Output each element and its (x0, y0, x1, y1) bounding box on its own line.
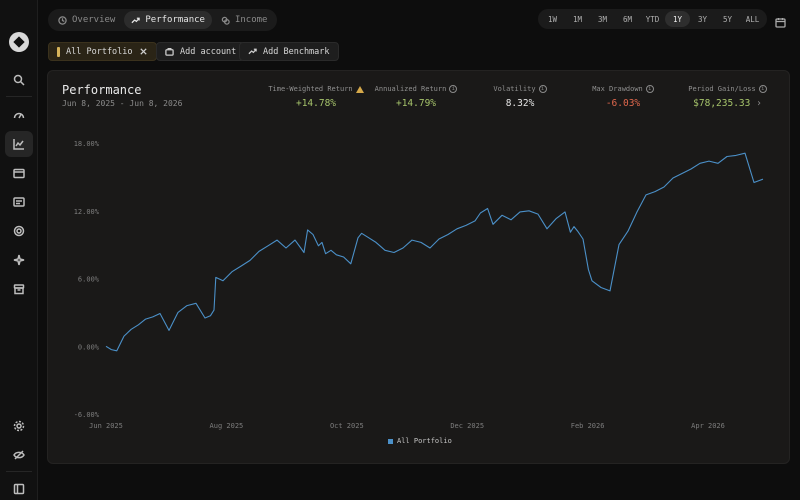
coins-icon (221, 16, 230, 25)
add-benchmark-label: Add Benchmark (263, 46, 330, 57)
metric-label: Volatility (493, 85, 536, 93)
x-tick-label: Dec 2025 (450, 422, 484, 430)
range-1y[interactable]: 1Y (665, 11, 690, 27)
chevron-right-icon[interactable]: › (756, 98, 762, 109)
performance-card: Performance Jun 8, 2025 - Jun 8, 2026 Ti… (47, 70, 790, 464)
performance-chart-icon[interactable] (5, 131, 33, 157)
trend-up-icon (131, 17, 141, 23)
metric-volatility: Volatility i 8.32% (480, 85, 560, 109)
tab-overview[interactable]: Overview (51, 11, 122, 29)
target-icon[interactable] (5, 218, 33, 244)
main-tabs: Overview Performance Income (48, 9, 278, 31)
transactions-icon[interactable] (5, 189, 33, 215)
metric-value: 8.32% (505, 98, 535, 109)
range-1m[interactable]: 1M (572, 14, 583, 24)
series-line[interactable] (105, 152, 764, 352)
tab-label: Overview (72, 15, 116, 25)
portfolio-filter-chip[interactable]: All Portfolio (48, 42, 157, 61)
x-tick-label: Apr 2026 (691, 422, 725, 430)
calendar-icon[interactable] (775, 13, 786, 28)
range-5y[interactable]: 5Y (722, 14, 733, 24)
y-tick-label: 12.00% (74, 208, 100, 216)
x-tick-label: Feb 2026 (571, 422, 605, 430)
tab-label: Performance (145, 15, 205, 25)
archive-icon[interactable] (5, 276, 33, 302)
tab-income[interactable]: Income (214, 11, 275, 29)
date-range-text: Jun 8, 2025 - Jun 8, 2026 (62, 99, 183, 108)
gain-loss-value: $78,235.33 (693, 98, 751, 109)
add-benchmark-button[interactable]: Add Benchmark (239, 42, 339, 61)
info-icon[interactable]: i (538, 85, 547, 93)
metric-value: +14.78% (295, 98, 337, 109)
sidebar (0, 0, 38, 500)
info-icon[interactable]: i (758, 85, 767, 93)
x-tick-label: Oct 2025 (330, 422, 364, 430)
briefcase-icon (165, 47, 174, 56)
time-range-selector: 1W 1M 3M 6M YTD 1Y 3Y 5Y ALL (538, 9, 767, 29)
x-tick-label: Aug 2025 (210, 422, 244, 430)
range-all[interactable]: ALL (745, 14, 760, 24)
collapse-sidebar-icon[interactable] (5, 476, 33, 500)
portfolio-chip-label: All Portfolio (66, 46, 133, 57)
chart-legend: All Portfolio (388, 437, 452, 445)
info-icon[interactable]: i (449, 85, 458, 93)
range-3y[interactable]: 3Y (697, 14, 708, 24)
x-axis: Jun 2025 Aug 2025 Oct 2025 Dec 2025 Feb 2026… (89, 422, 725, 430)
y-tick-label: 0.00% (78, 343, 100, 351)
metric-period-gain-loss[interactable]: Period Gain/Loss i $78,235.33 › (680, 85, 775, 109)
metric-label: Time-Weighted Return (268, 85, 353, 93)
info-icon[interactable]: i (645, 85, 654, 93)
privacy-eye-off-icon[interactable] (5, 442, 33, 468)
y-axis: 18.00% 12.00% 6.00% 0.00% -6.00% (74, 140, 100, 419)
y-tick-label: 6.00% (78, 276, 100, 284)
sparkle-icon[interactable] (5, 247, 33, 273)
sidebar-divider (6, 471, 32, 472)
tab-label: Income (234, 15, 268, 25)
dashboard-gauge-icon[interactable] (5, 102, 33, 128)
metric-value: +14.79% (395, 98, 437, 109)
legend-label: All Portfolio (397, 437, 452, 445)
metric-annualized-return: Annualized Return i +14.79% (366, 85, 466, 109)
metric-label: Annualized Return (374, 85, 447, 93)
folder-icon[interactable] (5, 160, 33, 186)
range-ytd[interactable]: YTD (645, 14, 660, 24)
add-account-button[interactable]: Add account (156, 42, 246, 61)
close-icon[interactable] (139, 47, 148, 56)
metric-max-drawdown: Max Drawdown i -6.03% (583, 85, 663, 109)
metric-label: Max Drawdown (592, 85, 643, 93)
range-6m[interactable]: 6M (622, 14, 633, 24)
search-icon[interactable] (5, 67, 33, 93)
warning-icon[interactable] (355, 85, 364, 93)
range-1w[interactable]: 1W (547, 14, 558, 24)
settings-gear-icon[interactable] (5, 413, 33, 439)
performance-line-chart: 18.00% 12.00% 6.00% 0.00% -6.00% Jun 2025 Aug… (74, 140, 764, 430)
metric-value: -6.03% (605, 98, 641, 109)
metric-value: $78,235.33 › (680, 98, 775, 109)
card-title: Performance (62, 83, 142, 97)
y-tick-label: 18.00% (74, 140, 100, 148)
sidebar-divider (6, 96, 32, 97)
app-logo[interactable] (9, 32, 29, 52)
add-account-label: Add account (180, 46, 237, 57)
plot-area[interactable] (105, 152, 764, 352)
metric-time-weighted-return: Time-Weighted Return +14.78% (256, 85, 376, 109)
portfolio-color-swatch (57, 46, 60, 57)
y-tick-label: -6.00% (74, 411, 100, 419)
metric-label: Period Gain/Loss (688, 85, 756, 93)
tab-performance[interactable]: Performance (124, 11, 212, 29)
legend-swatch (388, 438, 393, 444)
range-3m[interactable]: 3M (597, 14, 608, 24)
trend-up-icon (248, 48, 257, 55)
x-tick-label: Jun 2025 (89, 422, 123, 430)
clock-icon (58, 15, 67, 25)
